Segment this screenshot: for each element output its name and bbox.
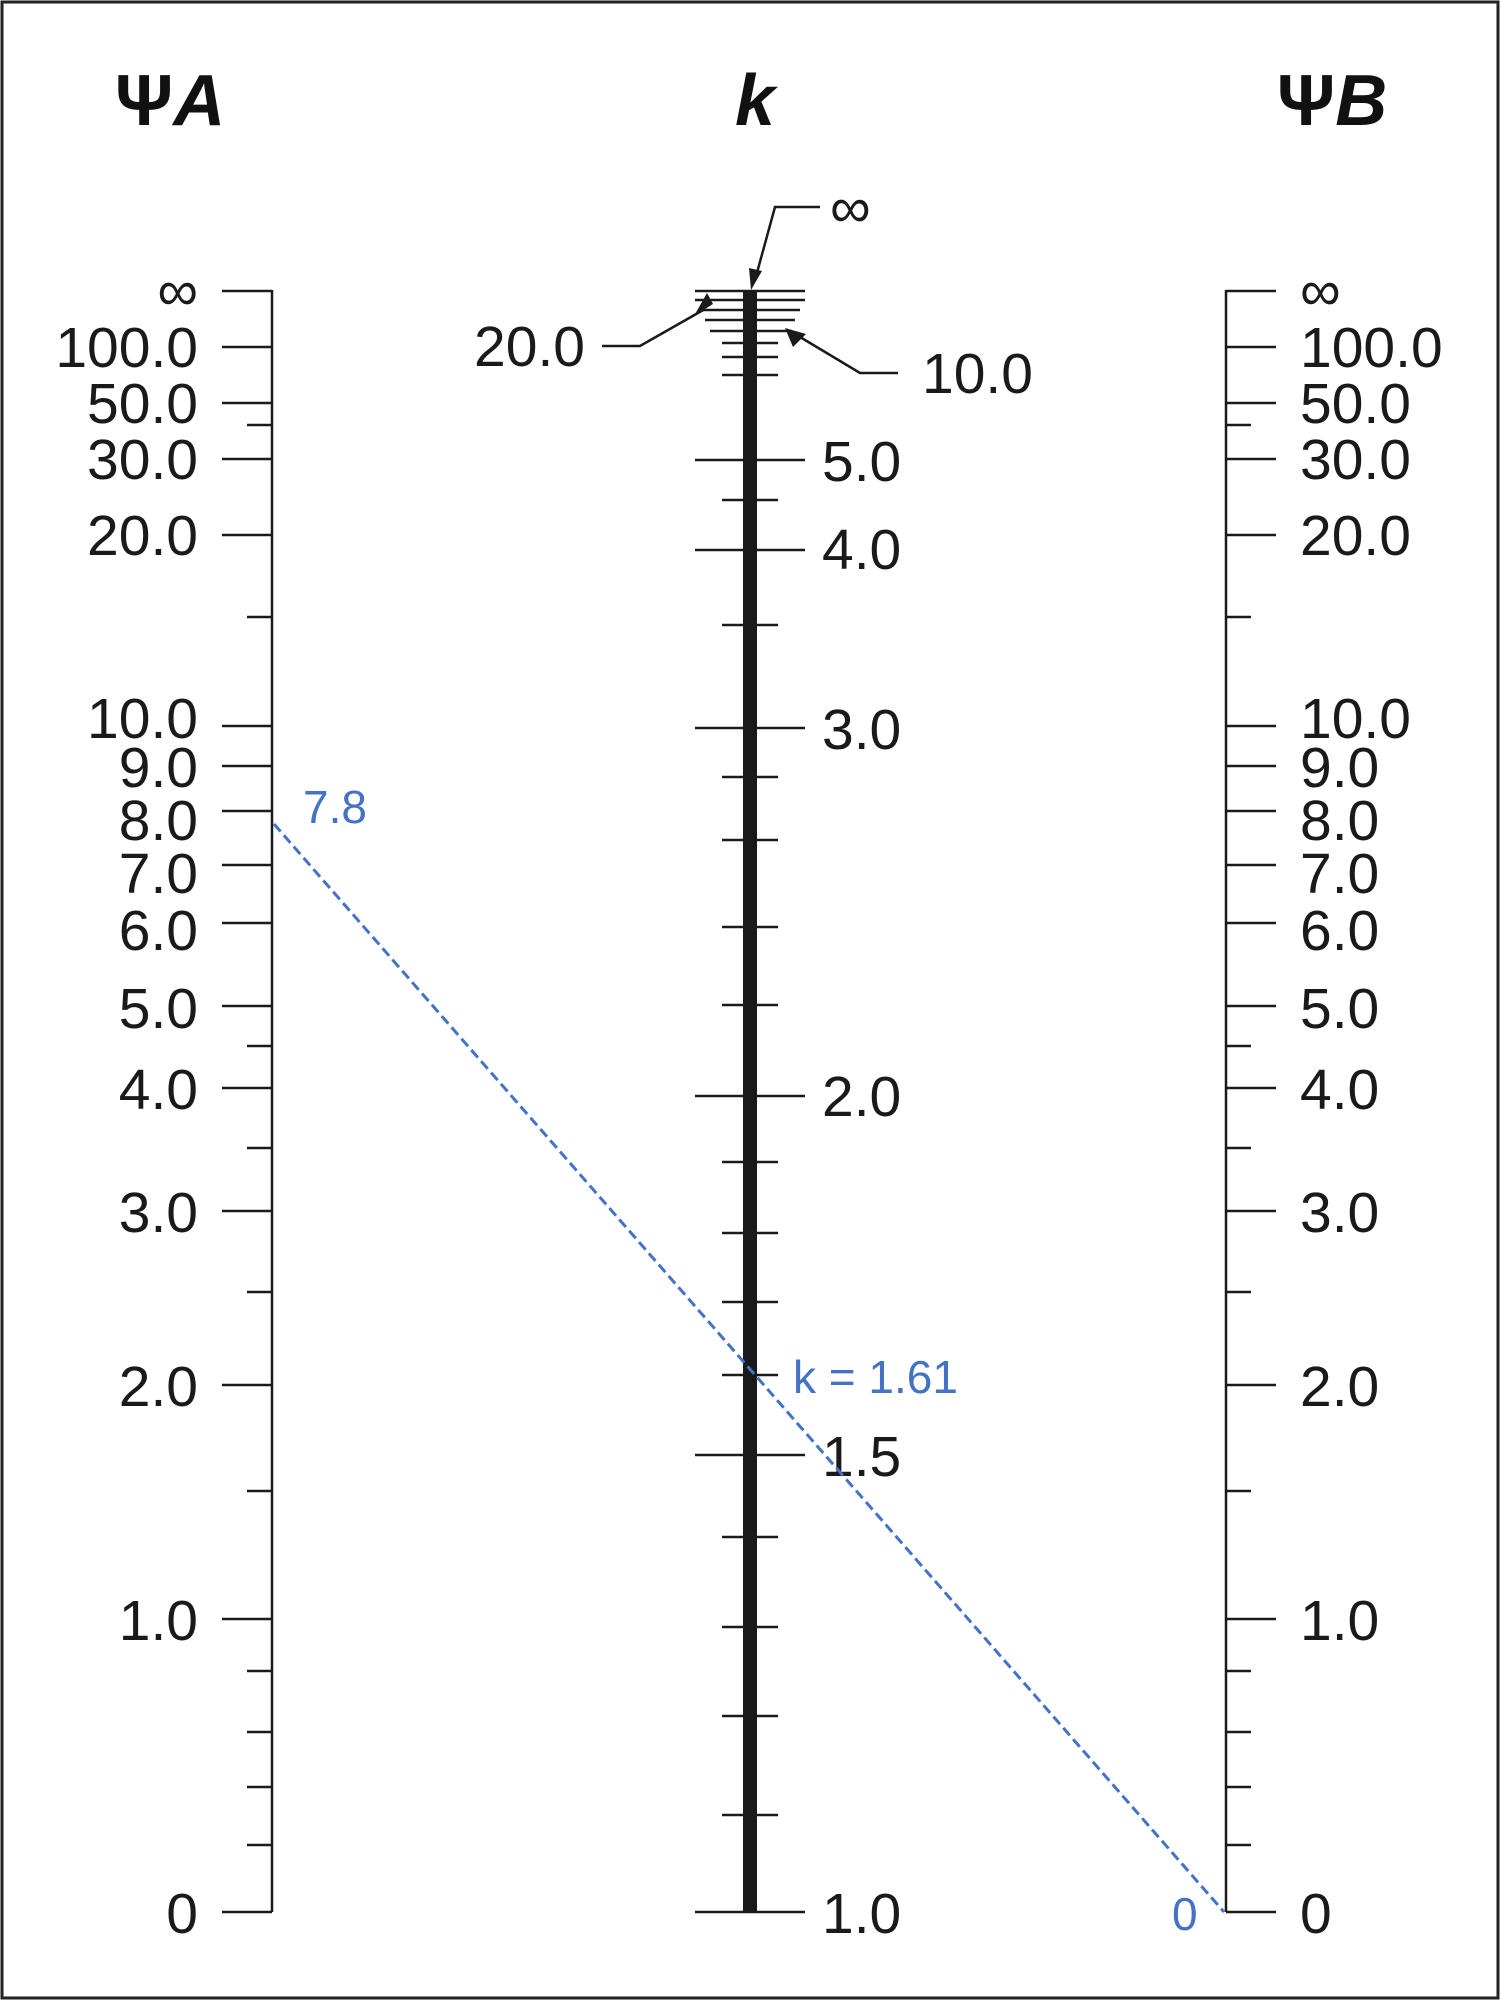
k-twenty-arrowhead	[694, 293, 713, 316]
psi-b-label-10: 10.0	[1300, 687, 1411, 751]
k-ten-leader	[794, 332, 898, 375]
psi-b-label-100: 100.0	[1300, 316, 1443, 380]
psi-b-label-5: 5.0	[1300, 977, 1379, 1041]
psi-a-label-30: 30.0	[87, 428, 198, 492]
psi-a-value-label: 7.8	[303, 781, 367, 833]
psi-b-label-7: 7.0	[1300, 842, 1379, 906]
psi-a-label-7: 7.0	[119, 842, 198, 906]
k-scale: ∞ 20.0 10.0 5.0 4.0 3.0 2.0 1.5 1.0	[474, 176, 1033, 1946]
psi-b-label-6: 6.0	[1300, 899, 1379, 963]
psi-a-label-4: 4.0	[119, 1058, 198, 1122]
psi-a-label-100: 100.0	[55, 316, 198, 380]
k-label-10: 10.0	[922, 342, 1033, 406]
psi-b-value-label: 0	[1172, 1888, 1198, 1940]
psi-b-symbol: Ψ	[1277, 61, 1335, 141]
k-label-infinity: ∞	[830, 176, 871, 240]
k-callout-leaders	[602, 205, 898, 375]
k-label-5: 5.0	[822, 430, 901, 494]
psi-b-letter: B	[1335, 61, 1387, 141]
psi-a-label-2: 2.0	[119, 1355, 198, 1419]
psi-b-scale	[1224, 289, 1276, 1914]
k-callout-arrowheads	[694, 268, 806, 347]
k-infinity-leader	[753, 205, 820, 281]
psi-b-label-20: 20.0	[1300, 504, 1411, 568]
psi-b-label-0: 0	[1300, 1882, 1332, 1946]
psi-b-major-ticks	[1226, 289, 1276, 1914]
psi-a-label-8: 8.0	[119, 789, 198, 853]
k-minor-ticks	[722, 498, 778, 1817]
psi-a-title: ΨA	[115, 61, 225, 141]
k-tick-labels: ∞ 20.0 10.0 5.0 4.0 3.0 2.0 1.5 1.0	[474, 176, 1033, 1946]
psi-a-label-50: 50.0	[87, 372, 198, 436]
psi-a-tick-labels: ∞ 100.0 50.0 30.0 20.0 10.0 9.0 8.0 7.0 …	[55, 259, 198, 1946]
psi-b-label-8: 8.0	[1300, 789, 1379, 853]
psi-a-scale	[222, 289, 274, 1914]
psi-b-label-2: 2.0	[1300, 1355, 1379, 1419]
k-twenty-leader	[602, 307, 706, 348]
psi-a-label-9: 9.0	[119, 736, 198, 800]
psi-a-symbol: Ψ	[115, 61, 173, 141]
psi-a-major-ticks	[222, 289, 272, 1914]
alignment-line	[272, 823, 1226, 1913]
k-top-cluster-ticks	[695, 289, 805, 377]
psi-b-label-30: 30.0	[1300, 428, 1411, 492]
k-label-4: 4.0	[822, 518, 901, 582]
psi-b-label-1: 1.0	[1300, 1589, 1379, 1653]
psi-a-label-0: 0	[166, 1882, 198, 1946]
psi-a-letter: A	[171, 61, 225, 141]
k-label-20: 20.0	[474, 315, 585, 379]
psi-a-label-infinity: ∞	[157, 259, 198, 323]
psi-b-label-infinity: ∞	[1300, 259, 1341, 323]
psi-a-label-5: 5.0	[119, 977, 198, 1041]
psi-a-minor-ticks	[247, 423, 272, 1847]
psi-b-label-9: 9.0	[1300, 736, 1379, 800]
k-label-2: 2.0	[822, 1065, 901, 1129]
k-infinity-arrowhead	[749, 268, 762, 290]
k-ten-arrowhead	[785, 328, 806, 347]
psi-b-tick-labels: ∞ 100.0 50.0 30.0 20.0 10.0 9.0 8.0 7.0 …	[1300, 259, 1443, 1946]
psi-b-label-3: 3.0	[1300, 1181, 1379, 1245]
k-result-label: k = 1.61	[793, 1351, 958, 1403]
psi-a-label-20: 20.0	[87, 504, 198, 568]
k-label-1: 1.0	[822, 1882, 901, 1946]
psi-b-minor-ticks	[1226, 423, 1251, 1847]
psi-b-label-4: 4.0	[1300, 1058, 1379, 1122]
psi-a-label-3: 3.0	[119, 1181, 198, 1245]
psi-a-label-10: 10.0	[87, 687, 198, 751]
psi-a-label-6: 6.0	[119, 899, 198, 963]
k-label-1-5: 1.5	[822, 1425, 901, 1489]
psi-b-label-50: 50.0	[1300, 372, 1411, 436]
k-label-3: 3.0	[822, 698, 901, 762]
psi-a-label-1: 1.0	[119, 1589, 198, 1653]
psi-b-title: ΨB	[1277, 61, 1387, 141]
k-title: k	[735, 61, 779, 141]
k-major-ticks	[695, 458, 805, 1914]
